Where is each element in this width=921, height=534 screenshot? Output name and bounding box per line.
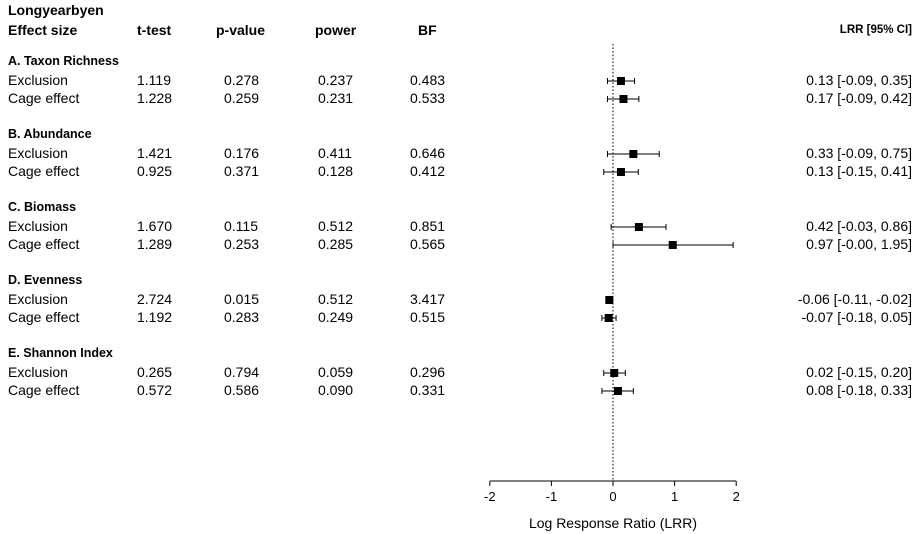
ci-text: 0.42 [-0.03, 0.86]	[806, 218, 912, 234]
row-label: Exclusion	[8, 218, 68, 234]
row-label: Cage effect	[8, 163, 80, 179]
row-label: Exclusion	[8, 145, 68, 161]
bf-value: 0.515	[410, 309, 446, 325]
power-value: 0.512	[318, 218, 354, 234]
group-title: C. Biomass	[8, 200, 77, 214]
pvalue-value: 0.371	[224, 163, 260, 179]
point-estimate	[617, 168, 626, 176]
bf-value: 0.646	[410, 145, 446, 161]
x-tick-label: 1	[671, 489, 678, 504]
point-estimate	[613, 387, 622, 395]
pvalue-value: 0.259	[224, 90, 260, 106]
point-estimate	[629, 150, 638, 158]
power-value: 0.090	[318, 382, 354, 398]
pvalue-header: p-value	[216, 22, 266, 38]
power-value: 0.128	[318, 163, 354, 179]
ci-text: 0.33 [-0.09, 0.75]	[806, 145, 912, 161]
group-title: A. Taxon Richness	[8, 54, 119, 68]
power-value: 0.285	[318, 236, 354, 252]
ci-text: -0.06 [-0.11, -0.02]	[797, 291, 912, 307]
pvalue-value: 0.253	[224, 236, 260, 252]
lrr-ci-header: LRR [95% CI]	[839, 24, 912, 36]
row-label: Exclusion	[8, 364, 68, 380]
x-tick-label: -2	[484, 489, 496, 504]
power-header: power	[315, 22, 357, 38]
ttest-value: 1.289	[137, 236, 173, 252]
row-label: Cage effect	[8, 382, 80, 398]
group-title: D. Evenness	[8, 273, 83, 287]
point-estimate	[617, 77, 626, 85]
point-estimate	[610, 369, 619, 377]
power-value: 0.249	[318, 309, 354, 325]
ttest-value: 1.192	[137, 309, 173, 325]
pvalue-value: 0.278	[224, 72, 260, 88]
x-tick-label: 2	[733, 489, 740, 504]
ttest-value: 1.670	[137, 218, 173, 234]
bf-header: BF	[418, 22, 437, 38]
row-label: Exclusion	[8, 291, 68, 307]
ci-text: 0.08 [-0.18, 0.33]	[806, 382, 912, 398]
row-label: Cage effect	[8, 236, 80, 252]
ci-text: 0.97 [-0.00, 1.95]	[806, 236, 912, 252]
power-value: 0.512	[318, 291, 354, 307]
point-estimate	[619, 95, 628, 103]
ttest-value: 1.228	[137, 90, 173, 106]
group-title: E. Shannon Index	[8, 346, 113, 360]
power-value: 0.231	[318, 90, 354, 106]
site-title: Longyearbyen	[8, 2, 104, 18]
bf-value: 0.533	[410, 90, 446, 106]
row-label: Cage effect	[8, 309, 80, 325]
bf-value: 0.331	[410, 382, 446, 398]
effect-size-header: Effect size	[8, 22, 78, 38]
ttest-value: 1.421	[137, 145, 173, 161]
row-label: Exclusion	[8, 72, 68, 88]
pvalue-value: 0.115	[224, 218, 258, 234]
group-title: B. Abundance	[8, 127, 92, 141]
ci-text: 0.13 [-0.09, 0.35]	[806, 72, 912, 88]
pvalue-value: 0.283	[224, 309, 260, 325]
x-axis-label: Log Response Ratio (LRR)	[529, 515, 697, 531]
bf-value: 0.296	[410, 364, 446, 380]
point-estimate	[604, 314, 613, 322]
ci-text: 0.13 [-0.15, 0.41]	[806, 163, 912, 179]
point-estimate	[634, 223, 643, 231]
power-value: 0.411	[318, 145, 352, 161]
ttest-value: 1.119	[137, 72, 171, 88]
power-value: 0.059	[318, 364, 354, 380]
pvalue-value: 0.794	[224, 364, 260, 380]
pvalue-value: 0.015	[224, 291, 260, 307]
ttest-value: 0.925	[137, 163, 173, 179]
ci-text: -0.07 [-0.18, 0.05]	[801, 309, 912, 325]
row-label: Cage effect	[8, 90, 80, 106]
point-estimate	[605, 296, 614, 304]
ttest-value: 0.265	[137, 364, 173, 380]
ci-text: 0.02 [-0.15, 0.20]	[806, 364, 912, 380]
ttest-value: 2.724	[137, 291, 173, 307]
bf-value: 0.412	[410, 163, 446, 179]
x-tick-label: 0	[609, 489, 616, 504]
bf-value: 0.851	[410, 218, 446, 234]
bf-value: 3.417	[410, 291, 446, 307]
bf-value: 0.483	[410, 72, 446, 88]
pvalue-value: 0.176	[224, 145, 260, 161]
bf-value: 0.565	[410, 236, 446, 252]
ci-text: 0.17 [-0.09, 0.42]	[806, 90, 912, 106]
ttest-header: t-test	[137, 22, 172, 38]
x-tick-label: -1	[546, 489, 558, 504]
pvalue-value: 0.586	[224, 382, 260, 398]
point-estimate	[668, 241, 677, 249]
power-value: 0.237	[318, 72, 354, 88]
ttest-value: 0.572	[137, 382, 173, 398]
